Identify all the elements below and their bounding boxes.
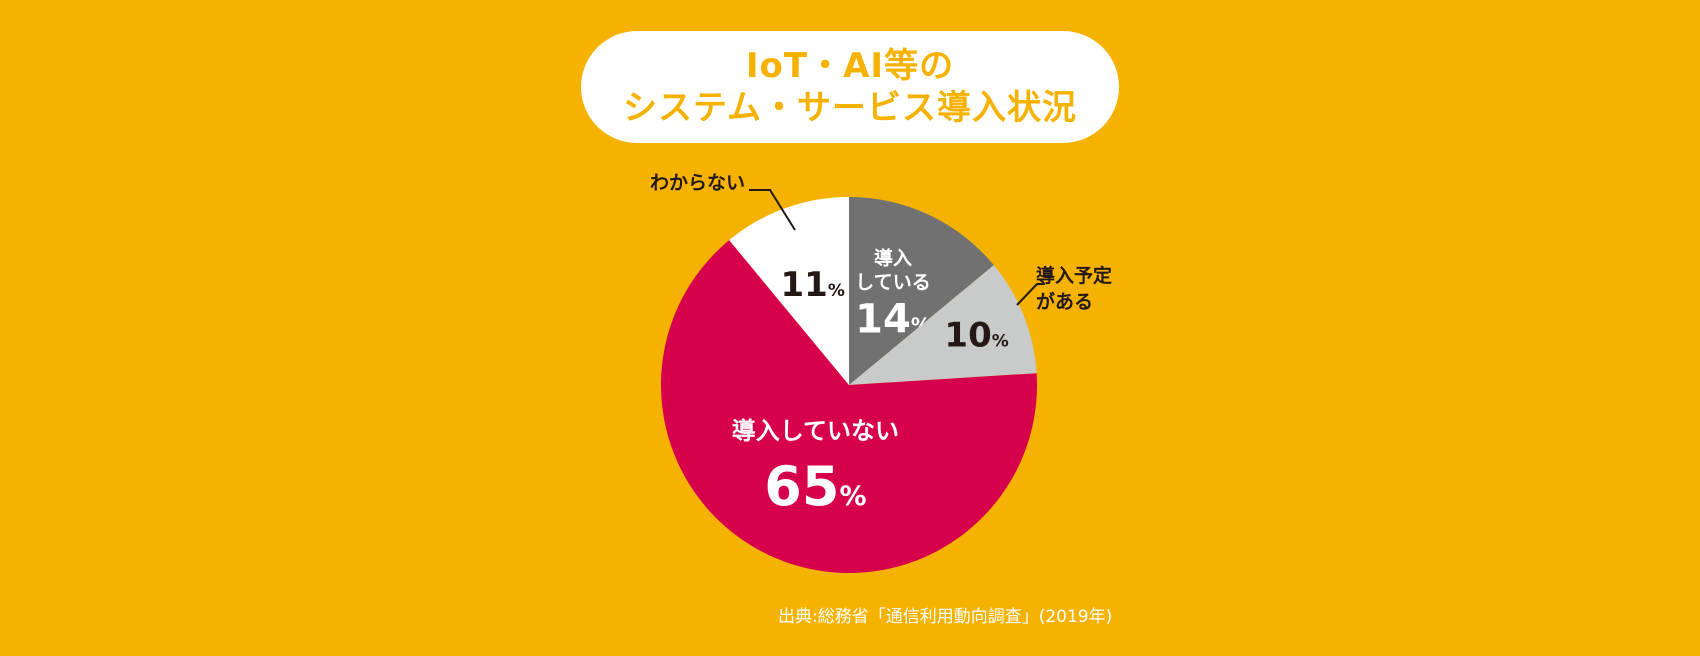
slice-label: している (855, 271, 930, 293)
pie-slice (661, 240, 1037, 574)
chart-title-line-2: システム・サービス導入状況 (623, 88, 1077, 128)
slice-label: 導入予定 (1036, 264, 1112, 287)
slice-label: 導入 (874, 246, 912, 269)
pie-slice (849, 265, 1037, 385)
slice-label: 導入していない (732, 417, 899, 445)
leader-line (1016, 283, 1045, 306)
pie-slice (729, 197, 849, 385)
slice-label: わからない (650, 172, 745, 194)
slice-value: 14% (855, 296, 931, 342)
pie-slice (849, 197, 994, 385)
slice-value: 10% (944, 315, 1008, 355)
source-note: 出典:総務省「通信利用動向調査」(2019年) (778, 607, 1113, 627)
slice-value: 65% (764, 455, 866, 518)
chart-title: IoT・AI等の システム・サービス導入状況 (581, 31, 1119, 143)
slice-value: 11% (781, 265, 845, 305)
slice-label: がある (1036, 290, 1093, 313)
leader-line (749, 189, 796, 231)
chart-title-line-1: IoT・AI等の (745, 46, 955, 86)
